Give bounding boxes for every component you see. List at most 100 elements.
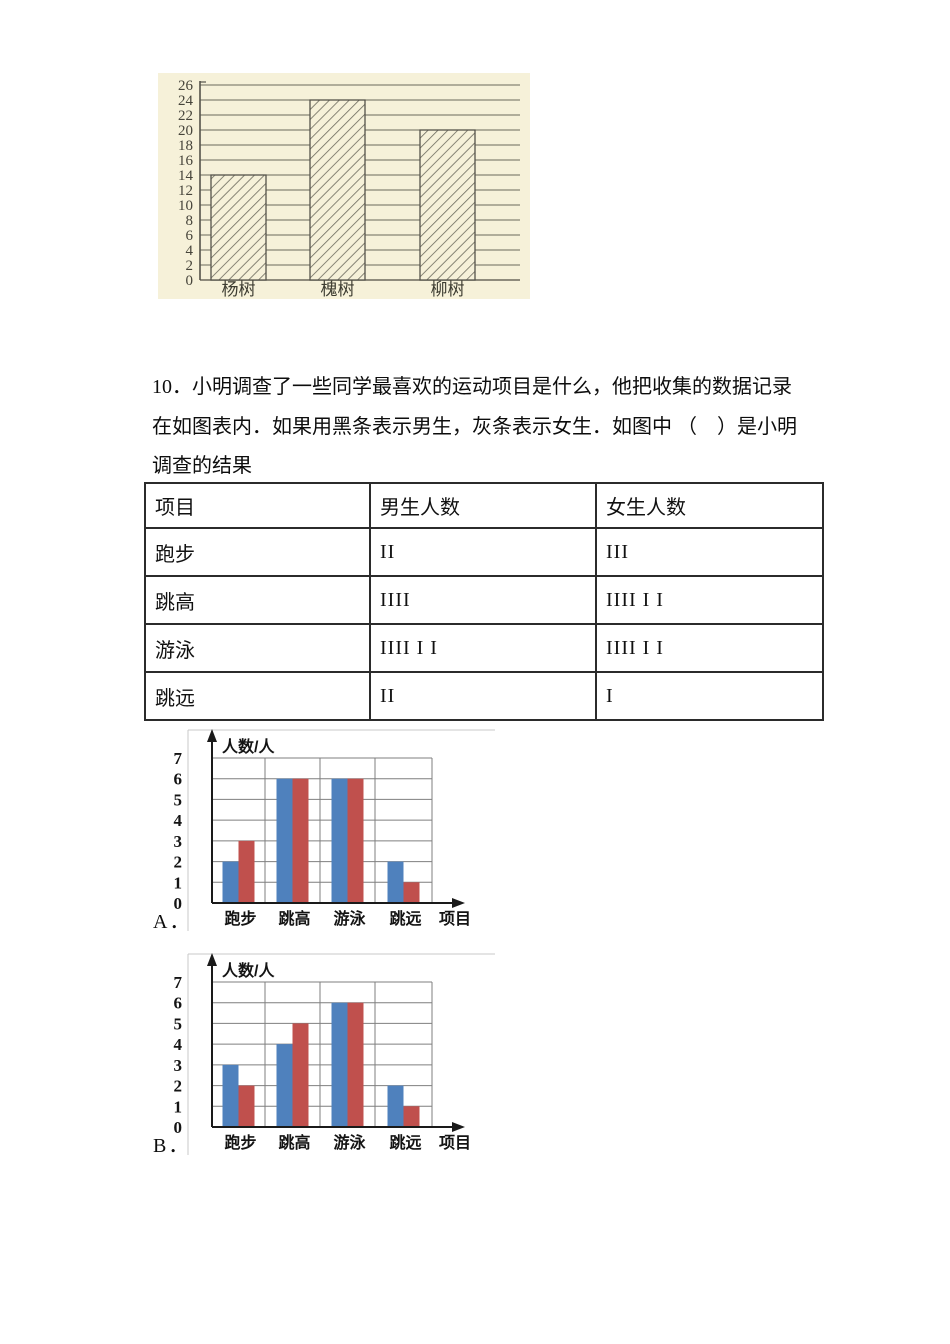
row-label: 跳高 <box>144 575 371 625</box>
y-tick-label: 1 <box>174 873 183 892</box>
row-label: 游泳 <box>144 623 371 673</box>
bar-跑步-series2 <box>238 1085 255 1127</box>
option-a-label: A． <box>153 911 192 933</box>
y-tick-label: 6 <box>186 228 194 244</box>
y-tick-label: 3 <box>174 1056 183 1075</box>
y-tick-label: 7 <box>174 973 183 992</box>
x-axis-title: 项目 <box>439 910 471 928</box>
y-tick-label: 5 <box>174 1014 183 1033</box>
bar-杨树 <box>210 174 267 281</box>
table-row-running: 跑步 II III <box>144 527 824 577</box>
category-label: 跳高 <box>278 909 310 928</box>
y-tick-label: 0 <box>174 1118 183 1137</box>
girls-tally: I <box>595 671 824 721</box>
y-tick-label: 24 <box>178 93 194 109</box>
y-tick-label: 2 <box>186 258 194 274</box>
y-tick-label: 2 <box>174 853 183 872</box>
y-tick-label: 7 <box>174 749 183 768</box>
option-a-chart-figure: 0 1 2 3 4 5 6 7 跑步 跳高 游泳 跳远 人数/人 项目 <box>150 726 495 931</box>
x-axis-title: 项目 <box>439 1134 471 1152</box>
tree-bar-chart-figure: 0 2 4 6 8 10 12 14 16 18 20 22 24 26 杨树 槐树 柳树 <box>158 73 530 299</box>
category-label: 柳树 <box>431 280 465 299</box>
y-tick-label: 5 <box>174 790 183 809</box>
bar-跑步-series1 <box>222 1064 239 1127</box>
tally-table-wrapper: 项目 男生人数 女生人数 跑步 II III 跳高 IIII IIII I I … <box>144 482 824 721</box>
tally-table: 项目 男生人数 女生人数 跑步 II III 跳高 IIII IIII I I … <box>144 482 824 721</box>
table-row-swimming: 游泳 IIII I I IIII I I <box>144 623 824 673</box>
row-label: 跑步 <box>144 527 371 577</box>
question-line-3: 调查的结果 <box>152 455 252 477</box>
y-tick-label: 16 <box>178 153 194 169</box>
y-tick-label: 6 <box>174 770 183 789</box>
y-axis-arrow-icon <box>207 953 217 966</box>
y-tick-label: 26 <box>178 78 194 94</box>
bar-跳远-series2 <box>403 882 420 903</box>
bar-跑步-series1 <box>222 861 239 903</box>
boys-tally: II <box>369 527 597 577</box>
y-tick-label: 20 <box>178 123 193 139</box>
y-tick-label: 4 <box>174 1035 183 1054</box>
table-row-longjump: 跳远 II I <box>144 671 824 721</box>
bar-游泳-series2 <box>347 778 364 903</box>
bar-游泳-series1 <box>331 778 348 903</box>
category-label: 游泳 <box>333 909 366 928</box>
bar-跳远-series2 <box>403 1106 420 1127</box>
bar-跳高-series1 <box>276 778 293 903</box>
y-tick-label: 6 <box>174 994 183 1013</box>
col-header-girls: 女生人数 <box>595 482 824 529</box>
y-tick-label: 4 <box>186 243 194 259</box>
category-label: 杨树 <box>222 280 256 299</box>
bar-槐树 <box>309 99 366 281</box>
y-tick-label: 4 <box>174 811 183 830</box>
row-label: 跳远 <box>144 671 371 721</box>
bar-跳远-series1 <box>387 861 404 903</box>
y-tick-label: 12 <box>178 183 193 199</box>
option-b-label: B． <box>153 1135 191 1157</box>
x-axis-arrow-icon <box>452 898 465 908</box>
category-label: 跑步 <box>224 1133 256 1152</box>
category-label: 游泳 <box>333 1133 366 1152</box>
question-line-1: 10．小明调查了一些同学最喜欢的运动项目是什么，他把收集的数据记录 <box>152 376 792 398</box>
y-tick-label: 3 <box>174 832 183 851</box>
bar-跑步-series2 <box>238 840 255 903</box>
table-header-row: 项目 男生人数 女生人数 <box>144 482 824 529</box>
y-tick-label: 22 <box>178 108 193 124</box>
y-tick-label: 14 <box>178 168 194 184</box>
question-line-2: 在如图表内．如果用黑条表示男生，灰条表示女生．如图中 （ ）是小明 <box>152 415 797 438</box>
y-tick-label: 1 <box>174 1097 183 1116</box>
category-label: 跳高 <box>278 1133 310 1152</box>
y-tick-label: 0 <box>174 894 183 913</box>
category-label: 跑步 <box>224 909 256 928</box>
y-tick-label: 18 <box>178 138 193 154</box>
girls-tally: IIII I I <box>595 623 824 673</box>
bar-跳远-series1 <box>387 1085 404 1127</box>
x-axis-arrow-icon <box>452 1122 465 1132</box>
y-tick-label: 0 <box>186 273 194 289</box>
bar-跳高-series2 <box>292 1023 309 1127</box>
col-header-boys: 男生人数 <box>369 482 597 529</box>
question-10-text: 10．小明调查了一些同学最喜欢的运动项目是什么，他把收集的数据记录 在如图表内．… <box>152 368 842 487</box>
boys-tally: IIII I I <box>369 623 597 673</box>
girls-tally: III <box>595 527 824 577</box>
category-label: 跳远 <box>389 1133 421 1152</box>
bar-柳树 <box>419 129 476 281</box>
y-tick-label: 10 <box>178 198 193 214</box>
boys-tally: II <box>369 671 597 721</box>
boys-tally: IIII <box>369 575 597 625</box>
category-label: 跳远 <box>389 909 421 928</box>
bar-游泳-series1 <box>331 1002 348 1127</box>
category-label: 槐树 <box>321 280 355 299</box>
y-axis-arrow-icon <box>207 729 217 742</box>
girls-tally: IIII I I <box>595 575 824 625</box>
y-axis-title: 人数/人 <box>222 737 275 756</box>
bar-游泳-series2 <box>347 1002 364 1127</box>
table-row-highjump: 跳高 IIII IIII I I <box>144 575 824 625</box>
y-axis-title: 人数/人 <box>222 961 275 980</box>
y-tick-label: 8 <box>186 213 194 229</box>
col-header-item: 项目 <box>144 482 371 529</box>
bar-跳高-series2 <box>292 778 309 903</box>
bar-跳高-series1 <box>276 1044 293 1127</box>
